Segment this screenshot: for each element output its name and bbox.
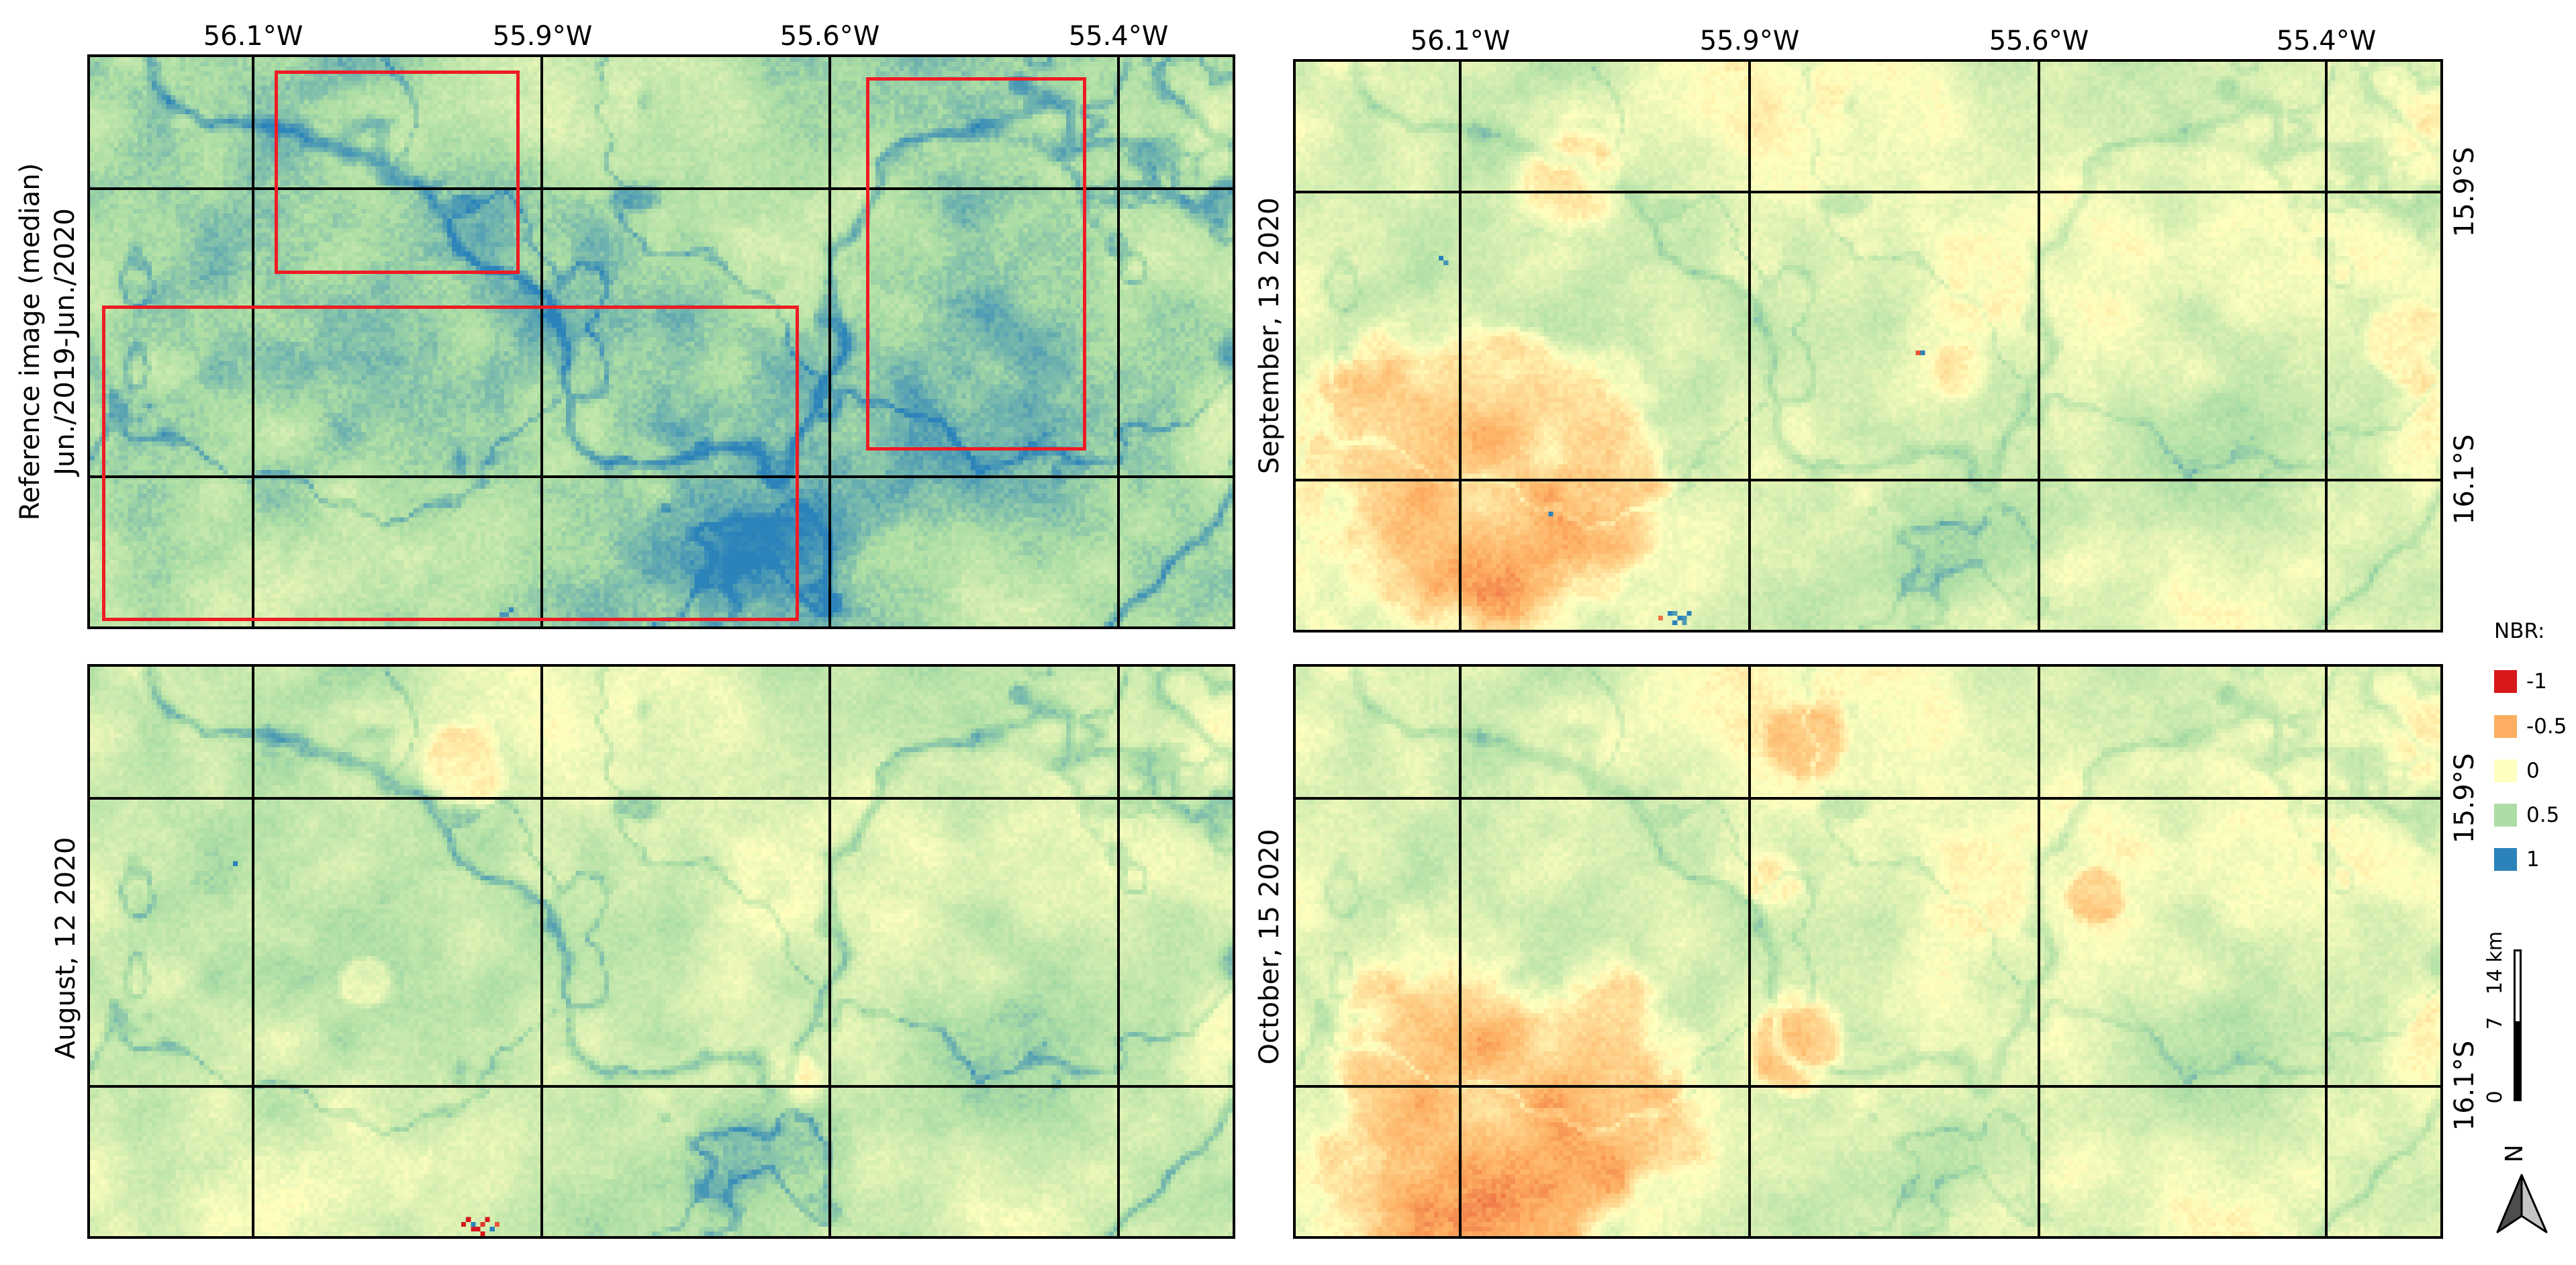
graticule-meridian xyxy=(2325,667,2328,1236)
panel-title-reference: Reference image (median) Jun./2019-Jun./… xyxy=(13,163,83,521)
graticule-meridian xyxy=(2038,62,2040,630)
legend-swatch xyxy=(2494,759,2517,782)
legend-label: 0 xyxy=(2526,759,2540,783)
nbr-raster xyxy=(1296,62,2440,630)
north-label: N xyxy=(2501,1144,2528,1163)
graticule-meridian xyxy=(2038,667,2040,1236)
scale-bar-segment xyxy=(2514,949,2522,1023)
nbr-raster xyxy=(90,57,1233,626)
scale-bar-label: 14 km xyxy=(2483,931,2507,995)
panel-title-september: September, 13 2020 xyxy=(1252,197,1287,474)
latitude-label: 15.9°S xyxy=(2449,753,2480,844)
map-panel-august xyxy=(87,664,1235,1239)
legend-swatch xyxy=(2494,848,2517,871)
scale-bar-label: 7 xyxy=(2483,1017,2507,1030)
legend-swatch xyxy=(2494,804,2517,827)
panel-title-text: October, 15 2020 xyxy=(1254,829,1285,1065)
graticule-meridian xyxy=(1459,62,1462,630)
panel-title-october: October, 15 2020 xyxy=(1252,829,1287,1065)
legend-title: NBR: xyxy=(2494,619,2545,643)
graticule-parallel xyxy=(1296,479,2440,481)
longitude-label: 55.6°W xyxy=(1989,26,2089,56)
graticule-meridian xyxy=(252,57,254,626)
legend-swatch xyxy=(2494,715,2517,738)
nbr-raster xyxy=(90,667,1233,1236)
longitude-label: 55.4°W xyxy=(1068,21,1169,52)
panel-title-text: August, 12 2020 xyxy=(50,837,81,1060)
latitude-label: 15.9°S xyxy=(2449,146,2480,238)
longitude-label: 56.1°W xyxy=(203,21,303,52)
graticule-parallel xyxy=(1296,191,2440,193)
graticule-meridian xyxy=(1117,57,1120,626)
map-panel-october xyxy=(1293,664,2443,1239)
graticule-parallel xyxy=(90,187,1233,190)
longitude-label: 55.9°W xyxy=(492,21,593,52)
legend-swatch xyxy=(2494,670,2517,693)
graticule-parallel xyxy=(1296,1085,2440,1088)
map-panel-reference xyxy=(87,54,1235,629)
graticule-parallel xyxy=(90,1085,1233,1088)
north-arrow-icon xyxy=(2496,1174,2548,1233)
graticule-parallel xyxy=(90,475,1233,478)
longitude-label: 55.6°W xyxy=(779,21,880,52)
scale-bar-segment xyxy=(2514,1023,2522,1101)
longitude-label: 56.1°W xyxy=(1410,26,1511,56)
graticule-meridian xyxy=(828,57,831,626)
map-panel-september xyxy=(1293,59,2443,632)
graticule-parallel xyxy=(90,797,1233,800)
graticule-meridian xyxy=(1459,667,1462,1236)
nbr-raster xyxy=(1296,667,2440,1236)
graticule-parallel xyxy=(1296,797,2440,800)
legend-label: -0.5 xyxy=(2526,714,2567,739)
latitude-label: 16.1°S xyxy=(2449,434,2480,525)
legend-label: -1 xyxy=(2526,669,2547,694)
panel-title-line: Reference image (median) xyxy=(15,162,46,521)
graticule-meridian xyxy=(2325,62,2328,630)
highlight-box xyxy=(102,306,799,621)
highlight-box xyxy=(275,71,520,274)
panel-title-text: September, 13 2020 xyxy=(1254,197,1285,474)
graticule-meridian xyxy=(1748,667,1751,1236)
scale-bar-label: 0 xyxy=(2483,1090,2507,1104)
longitude-label: 55.9°W xyxy=(1699,26,1800,56)
panel-title-line: Jun./2019-Jun./2020 xyxy=(50,208,81,475)
latitude-label: 16.1°S xyxy=(2449,1040,2480,1131)
graticule-meridian xyxy=(540,667,543,1236)
longitude-label: 55.4°W xyxy=(2276,26,2377,56)
highlight-box xyxy=(866,77,1086,451)
graticule-meridian xyxy=(1117,667,1120,1236)
panel-title-august: August, 12 2020 xyxy=(48,837,83,1060)
legend-label: 0.5 xyxy=(2526,803,2560,827)
graticule-meridian xyxy=(252,667,254,1236)
graticule-meridian xyxy=(540,57,543,626)
legend-label: 1 xyxy=(2526,847,2540,872)
graticule-meridian xyxy=(828,667,831,1236)
graticule-meridian xyxy=(1748,62,1751,630)
